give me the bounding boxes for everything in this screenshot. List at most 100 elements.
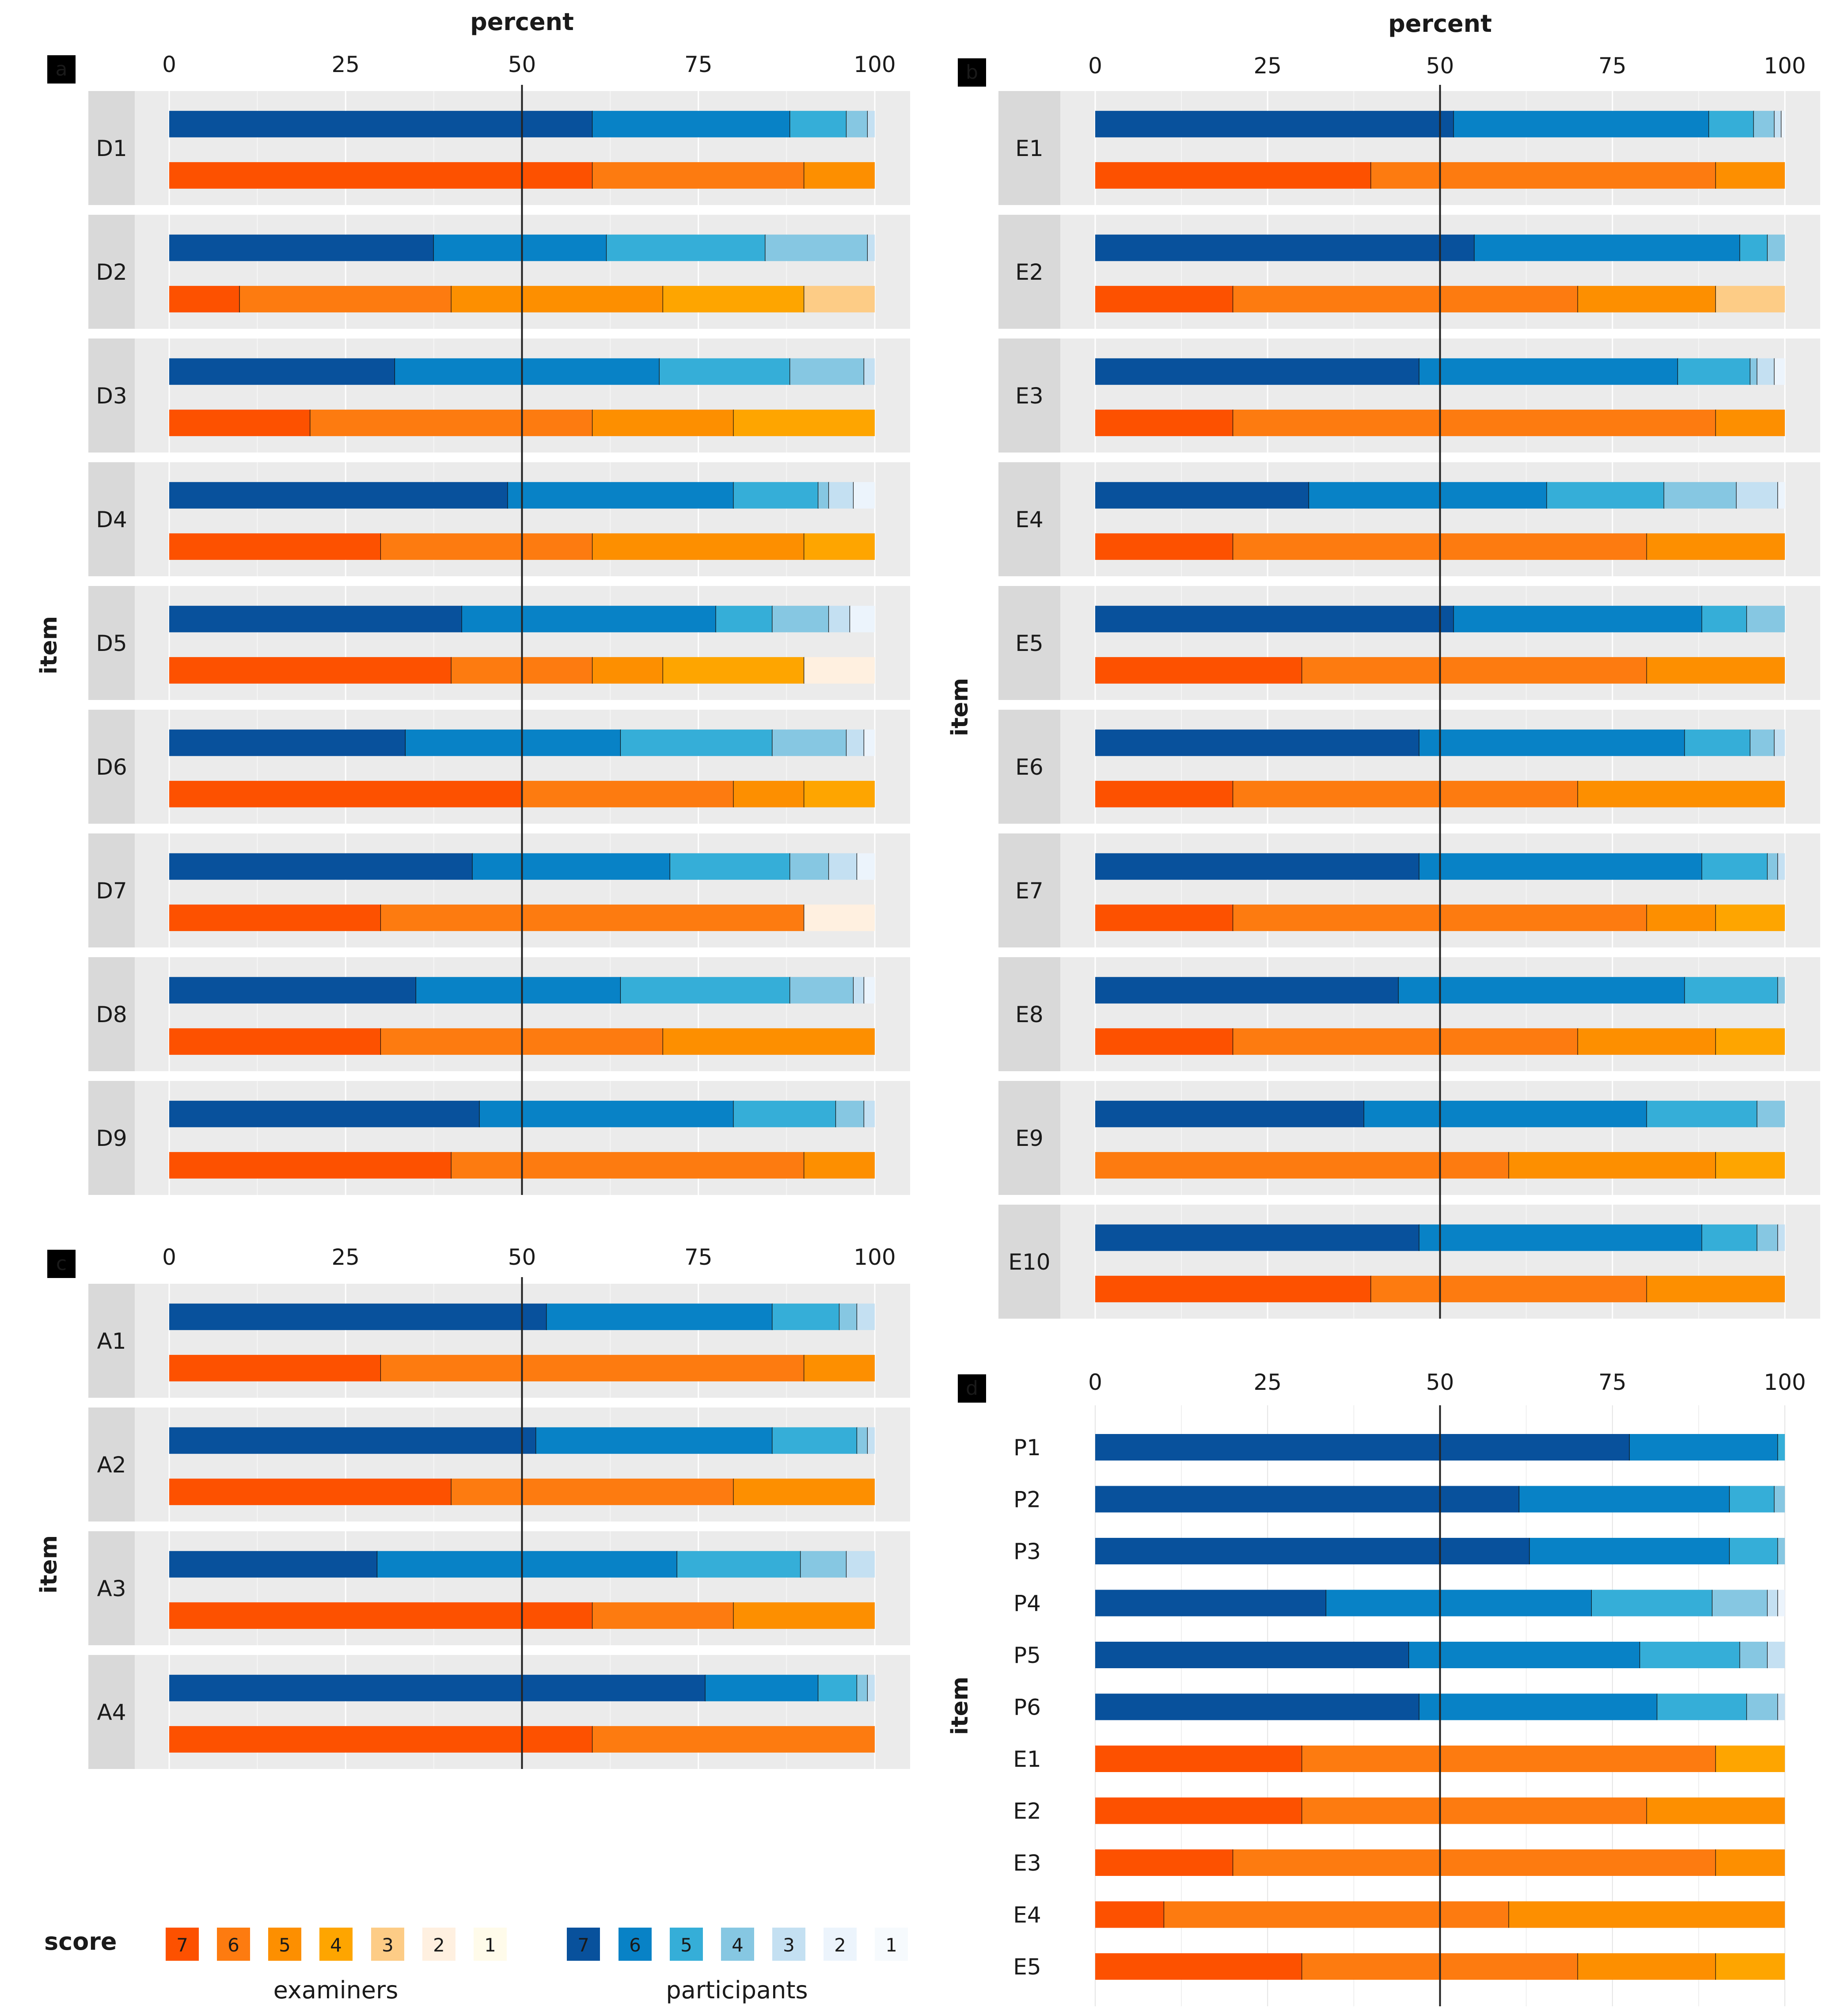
panel-d-tick-label-75: 75 xyxy=(1598,1369,1627,1395)
panel-d-bar-P1-score-5 xyxy=(1778,1434,1785,1461)
panel-b-ylabel: item xyxy=(947,678,973,736)
panel-c-bar-A3-participants-score-5 xyxy=(677,1551,801,1578)
panel-a-bar-D3-examiners-score-4 xyxy=(733,409,875,436)
panel-c-bar-A1-examiners-score-6 xyxy=(381,1354,805,1381)
legend-swatch-participants-2 xyxy=(824,1928,857,1961)
panel-a-bar-D9-examiners-score-7 xyxy=(169,1152,452,1179)
panel-c-bar-A3-examiners-score-7 xyxy=(169,1602,593,1629)
panel-a-facet-strip xyxy=(88,1081,135,1195)
panel-a-bar-D6-participants-score-2 xyxy=(864,729,875,756)
legend-swatch-examiners-5 xyxy=(268,1928,301,1961)
panel-b-bar-E5-participants-score-7 xyxy=(1095,605,1454,632)
panel-c-item-label-A4: A4 xyxy=(97,1700,126,1725)
panel-a-facet-strip xyxy=(88,91,135,205)
panel-d-bar-P5-score-5 xyxy=(1640,1642,1740,1668)
panel-b-bar-E3-participants-score-6 xyxy=(1419,358,1678,385)
panel-c-tick-label-50: 50 xyxy=(508,1244,536,1270)
panel-b-bar-E2-examiners-score-6 xyxy=(1233,285,1578,312)
panel-b-bar-E9-participants-score-6 xyxy=(1364,1100,1647,1127)
panel-b-bar-E1-participants-score-4 xyxy=(1753,110,1775,137)
panel-a-bar-D5-examiners-score-7 xyxy=(169,657,452,684)
panel-b-bar-E2-participants-score-6 xyxy=(1474,234,1740,261)
panel-d-bar-E3-score-5 xyxy=(1715,1849,1785,1876)
panel-b-bar-E6-participants-score-6 xyxy=(1419,729,1685,756)
panel-b-bar-E6-examiners-score-6 xyxy=(1233,780,1578,807)
panel-b-item-label-E2: E2 xyxy=(1015,259,1043,285)
panel-a-bar-D2-examiners-score-6 xyxy=(239,285,452,312)
panel-b-bar-E6-participants-score-7 xyxy=(1095,729,1419,756)
panel-d-bar-E4-score-5 xyxy=(1509,1901,1785,1928)
panel-a-bar-D4-examiners-score-4 xyxy=(804,533,875,560)
panel-d-bar-E1-score-4 xyxy=(1715,1746,1785,1772)
panel-a-facet-strip xyxy=(88,339,135,453)
panel-d-tick-label-0: 0 xyxy=(1088,1369,1102,1395)
panel-b-item-label-E3: E3 xyxy=(1015,383,1043,409)
legend-swatch-participants-4 xyxy=(721,1928,754,1961)
panel-a-tick-label-75: 75 xyxy=(684,52,713,77)
panel-a-bar-D4-participants-score-4 xyxy=(818,482,829,509)
panel-d-ylabel: item xyxy=(947,1677,973,1735)
panel-d-tick-label-50: 50 xyxy=(1426,1369,1454,1395)
panel-b-bar-E6-participants-score-5 xyxy=(1685,729,1750,756)
legend-participants-label: participants xyxy=(666,1976,808,2004)
panel-c-tick-label-75: 75 xyxy=(684,1244,713,1270)
panel-a-tick-label-25: 25 xyxy=(331,52,360,77)
legend-swatch-participants-7 xyxy=(567,1928,600,1961)
panel-a-tick-label-0: 0 xyxy=(162,52,176,77)
panel-a-bar-D6-participants-score-6 xyxy=(405,729,621,756)
panel-a-bar-D5-examiners-score-4 xyxy=(663,657,805,684)
panel-a-bar-D1-examiners-score-6 xyxy=(592,162,805,189)
panel-c-bar-A3-participants-score-4 xyxy=(801,1551,847,1578)
panel-a-item-label-D5: D5 xyxy=(96,631,127,656)
panel-c-bar-A2-examiners-score-6 xyxy=(451,1478,734,1505)
panel-b-bar-E6-examiners-score-7 xyxy=(1095,780,1233,807)
panel-d-item-label-P6: P6 xyxy=(1013,1695,1041,1720)
legend-label-participants-2: 2 xyxy=(834,1934,846,1956)
panel-a-bar-D2-examiners-score-4 xyxy=(663,285,805,312)
panel-d-bar-P5-score-4 xyxy=(1740,1642,1768,1668)
panel-a-facet-strip xyxy=(88,710,135,824)
panel-d-bar-P5-score-6 xyxy=(1409,1642,1640,1668)
panel-b-bar-E10-examiners-score-7 xyxy=(1095,1275,1371,1302)
panel-b-facet-strip xyxy=(998,833,1060,947)
panel-a-bar-D2-participants-score-5 xyxy=(607,234,766,261)
legend-swatch-examiners-6 xyxy=(217,1928,250,1961)
panel-a-bar-D8-participants-score-7 xyxy=(169,977,416,1004)
panel-b-bar-E3-examiners-score-6 xyxy=(1233,409,1716,436)
panel-b-facet-strip xyxy=(998,91,1060,205)
panel-d-item-label-E4: E4 xyxy=(1013,1902,1041,1928)
panel-a-facet-strip xyxy=(88,215,135,329)
panel-a-bar-D8-participants-score-4 xyxy=(790,977,854,1004)
panel-c-bar-A2-examiners-score-5 xyxy=(733,1478,875,1505)
panel-c-bar-A1-participants-score-3 xyxy=(857,1303,875,1330)
panel-a-bar-D3-examiners-score-7 xyxy=(169,409,311,436)
panel-b-bar-E1-participants-score-7 xyxy=(1095,110,1454,137)
panel-a-bar-D6-participants-score-3 xyxy=(846,729,865,756)
panel-d-bar-E2-score-5 xyxy=(1647,1797,1785,1824)
panel-d-bar-P4-score-3 xyxy=(1767,1590,1778,1617)
panel-c-item-label-A2: A2 xyxy=(97,1452,126,1478)
panel-a-item-label-D6: D6 xyxy=(96,754,127,780)
panel-b-bar-E1-examiners-score-5 xyxy=(1715,162,1785,189)
panel-a-bar-D9-examiners-score-6 xyxy=(451,1152,805,1179)
panel-d-panel-label: d xyxy=(966,1377,978,1400)
panel-a-title: percent xyxy=(470,8,574,36)
panel-a-bar-D6-participants-score-4 xyxy=(772,729,847,756)
panel-a-bar-D6-examiners-score-6 xyxy=(522,780,734,807)
panel-d-bar-P3-score-4 xyxy=(1778,1538,1785,1564)
panel-a-panel-label: a xyxy=(56,58,68,80)
panel-a-bar-D2-examiners-score-5 xyxy=(451,285,663,312)
panel-a-bar-D8-participants-score-2 xyxy=(864,977,875,1004)
panel-a-bar-D1-participants-score-4 xyxy=(846,110,868,137)
panel-a-item-label-D7: D7 xyxy=(96,878,127,904)
panel-b-bar-E3-participants-score-2 xyxy=(1774,358,1785,385)
panel-d-bar-P4-score-5 xyxy=(1591,1590,1713,1617)
panel-b-bar-E8-examiners-score-5 xyxy=(1578,1028,1716,1055)
panel-c-bar-A2-participants-score-3 xyxy=(868,1427,875,1454)
panel-d-bar-P6-score-3 xyxy=(1778,1693,1785,1720)
panel-a-item-label-D1: D1 xyxy=(96,136,127,161)
panel-a-bar-D4-examiners-score-5 xyxy=(592,533,805,560)
panel-b-facet-strip xyxy=(998,462,1060,576)
panel-b-bar-E3-examiners-score-7 xyxy=(1095,409,1233,436)
